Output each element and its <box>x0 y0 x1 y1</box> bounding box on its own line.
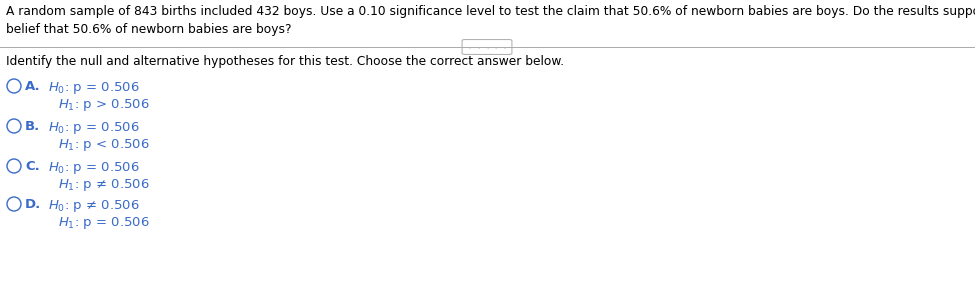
Text: .: . <box>477 44 480 50</box>
Text: .: . <box>486 44 488 50</box>
Text: .: . <box>494 44 497 50</box>
Text: $H_1$: p ≠ 0.506: $H_1$: p ≠ 0.506 <box>58 177 150 193</box>
Text: A random sample of 843 births included 432 boys. Use a 0.10 significance level t: A random sample of 843 births included 4… <box>6 5 975 36</box>
Text: $H_1$: p > 0.506: $H_1$: p > 0.506 <box>58 97 150 113</box>
Text: .: . <box>468 44 471 50</box>
Text: $H_0$: p = 0.506: $H_0$: p = 0.506 <box>48 80 139 96</box>
Text: $H_0$: p = 0.506: $H_0$: p = 0.506 <box>48 120 139 136</box>
Text: .: . <box>503 44 506 50</box>
Text: $H_1$: p < 0.506: $H_1$: p < 0.506 <box>58 137 150 153</box>
Text: $H_0$: p = 0.506: $H_0$: p = 0.506 <box>48 160 139 176</box>
Text: $H_1$: p = 0.506: $H_1$: p = 0.506 <box>58 215 150 231</box>
Text: A.: A. <box>25 80 41 93</box>
Text: Identify the null and alternative hypotheses for this test. Choose the correct a: Identify the null and alternative hypoth… <box>6 55 565 68</box>
Text: $H_0$: p ≠ 0.506: $H_0$: p ≠ 0.506 <box>48 198 139 214</box>
Text: C.: C. <box>25 160 40 173</box>
Text: B.: B. <box>25 120 40 133</box>
Text: D.: D. <box>25 198 41 211</box>
